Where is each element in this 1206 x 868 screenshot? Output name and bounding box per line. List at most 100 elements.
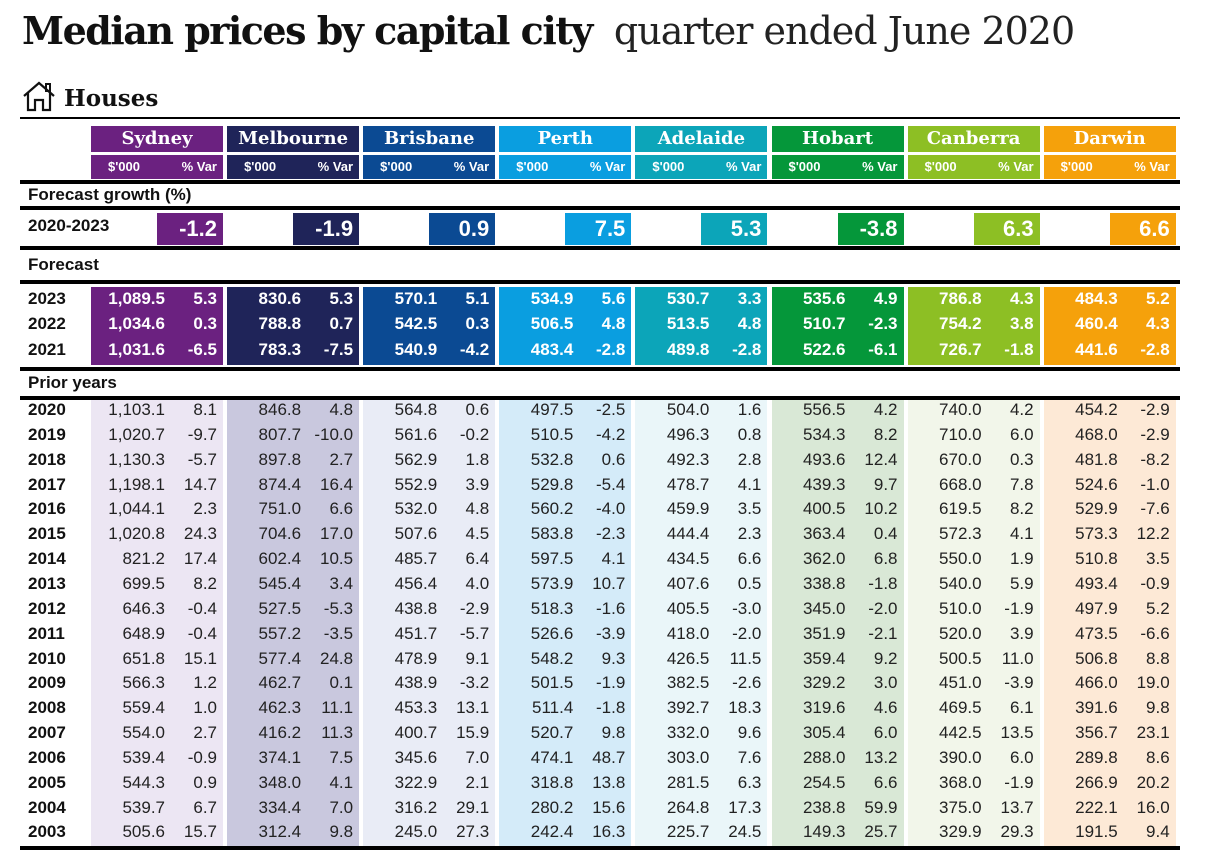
var-cell: 0.8	[737, 424, 762, 444]
price-cell: 783.3	[258, 339, 302, 359]
var-cell: 6.0	[1009, 747, 1034, 767]
divider	[20, 117, 1180, 119]
price-cell: 1,034.6	[108, 314, 165, 334]
var-cell: 15.9	[456, 723, 490, 743]
var-cell: -0.4	[187, 598, 217, 618]
price-cell: 348.0	[258, 772, 302, 792]
var-cell: -4.0	[596, 499, 626, 519]
row-year: 2023	[28, 289, 66, 308]
price-cell: 391.6	[1075, 698, 1118, 718]
price-cell: 1,044.1	[108, 499, 165, 519]
price-cell: 510.7	[802, 314, 846, 334]
var-cell: 8.2	[873, 424, 898, 444]
divider	[20, 846, 1180, 850]
var-cell: 5.9	[1009, 573, 1034, 593]
price-cell: 316.2	[394, 797, 438, 817]
city-header-perth: Perth	[499, 126, 632, 152]
price-column-label: $'000	[1060, 159, 1093, 174]
forecast-band	[363, 287, 496, 365]
price-cell: 846.8	[258, 400, 302, 419]
price-cell: 485.7	[394, 549, 438, 569]
price-cell: 329.9	[939, 822, 982, 842]
price-cell: 462.7	[258, 673, 302, 693]
growth-value: 6.3	[973, 213, 1040, 245]
var-cell: 13.5	[1000, 723, 1034, 743]
var-cell: -1.9	[596, 673, 626, 693]
price-cell: 444.4	[666, 524, 710, 544]
growth-value: -1.2	[157, 213, 223, 245]
row-year: 2003	[28, 822, 66, 842]
price-cell: 740.0	[939, 400, 982, 419]
var-cell: 14.7	[183, 474, 217, 494]
var-cell: -1.9	[1004, 598, 1034, 618]
var-cell: 4.9	[873, 289, 898, 308]
var-column-label: % Var	[453, 159, 490, 174]
var-cell: 9.1	[465, 648, 490, 668]
forecast-band	[1043, 287, 1176, 365]
row-year: 2014	[28, 549, 66, 569]
var-cell: 9.6	[737, 723, 762, 743]
city-header-adelaide: Adelaide	[635, 126, 768, 152]
price-cell: 556.5	[802, 400, 846, 419]
price-cell: 439.3	[802, 474, 846, 494]
var-cell: 19.0	[1136, 673, 1170, 693]
row-year: 2017	[28, 474, 66, 494]
price-cell: 830.6	[258, 289, 302, 308]
var-cell: 4.8	[465, 499, 490, 519]
house-icon	[23, 81, 55, 112]
city-header-brisbane: Brisbane	[363, 126, 496, 152]
var-cell: -0.9	[1140, 573, 1170, 593]
price-cell: 619.5	[939, 499, 982, 519]
price-cell: 561.6	[394, 424, 438, 444]
price-cell: 1,020.8	[108, 524, 165, 544]
price-cell: 1,130.3	[108, 449, 165, 469]
price-cell: 529.8	[530, 474, 574, 494]
var-column-label: % Var	[589, 159, 626, 174]
price-cell: 507.6	[394, 524, 438, 544]
price-cell: 511.4	[532, 698, 574, 718]
var-cell: 0.6	[601, 449, 626, 469]
prior-band	[227, 400, 360, 846]
var-cell: -2.0	[732, 623, 762, 643]
price-column-label: $'000	[516, 159, 549, 174]
page-title: Median prices by capital city quarter end…	[22, 8, 1075, 53]
price-cell: 478.7	[666, 474, 710, 494]
price-cell: 483.4	[530, 339, 574, 359]
var-column-label: % Var	[181, 159, 217, 174]
var-cell: 13.7	[1000, 797, 1034, 817]
var-cell: 0.3	[1009, 449, 1034, 469]
var-cell: 11.0	[1001, 648, 1034, 668]
price-cell: 319.6	[802, 698, 846, 718]
price-cell: 474.1	[530, 747, 574, 767]
price-cell: 726.7	[939, 339, 982, 359]
var-cell: -3.9	[596, 623, 626, 643]
divider	[20, 396, 1180, 400]
var-cell: 4.6	[873, 698, 898, 718]
var-cell: 9.3	[601, 648, 626, 668]
var-cell: -1.6	[596, 598, 626, 618]
column-subheader: $'000 % Var	[635, 155, 768, 179]
price-cell: 510.5	[530, 424, 574, 444]
var-cell: -10.0	[314, 424, 354, 444]
divider	[20, 180, 1180, 184]
price-cell: 520.0	[939, 623, 982, 643]
var-cell: 7.5	[329, 747, 354, 767]
var-cell: 4.8	[737, 314, 762, 334]
price-cell: 527.5	[258, 598, 302, 618]
price-cell: 149.3	[802, 822, 846, 842]
var-cell: 0.3	[193, 314, 217, 334]
forecast-band	[227, 287, 360, 365]
price-cell: 552.9	[394, 474, 438, 494]
price-cell: 524.6	[1075, 474, 1118, 494]
var-cell: -5.7	[187, 449, 217, 469]
var-cell: 10.2	[864, 499, 898, 519]
var-cell: 12.2	[1136, 524, 1170, 544]
price-cell: 534.3	[802, 424, 846, 444]
var-cell: -6.6	[1140, 623, 1170, 643]
var-cell: 3.3	[737, 289, 762, 308]
price-cell: 453.3	[394, 698, 438, 718]
price-cell: 375.0	[939, 797, 982, 817]
var-cell: 8.2	[1009, 499, 1034, 519]
var-cell: -3.5	[323, 623, 354, 643]
price-cell: 573.3	[1075, 524, 1118, 544]
